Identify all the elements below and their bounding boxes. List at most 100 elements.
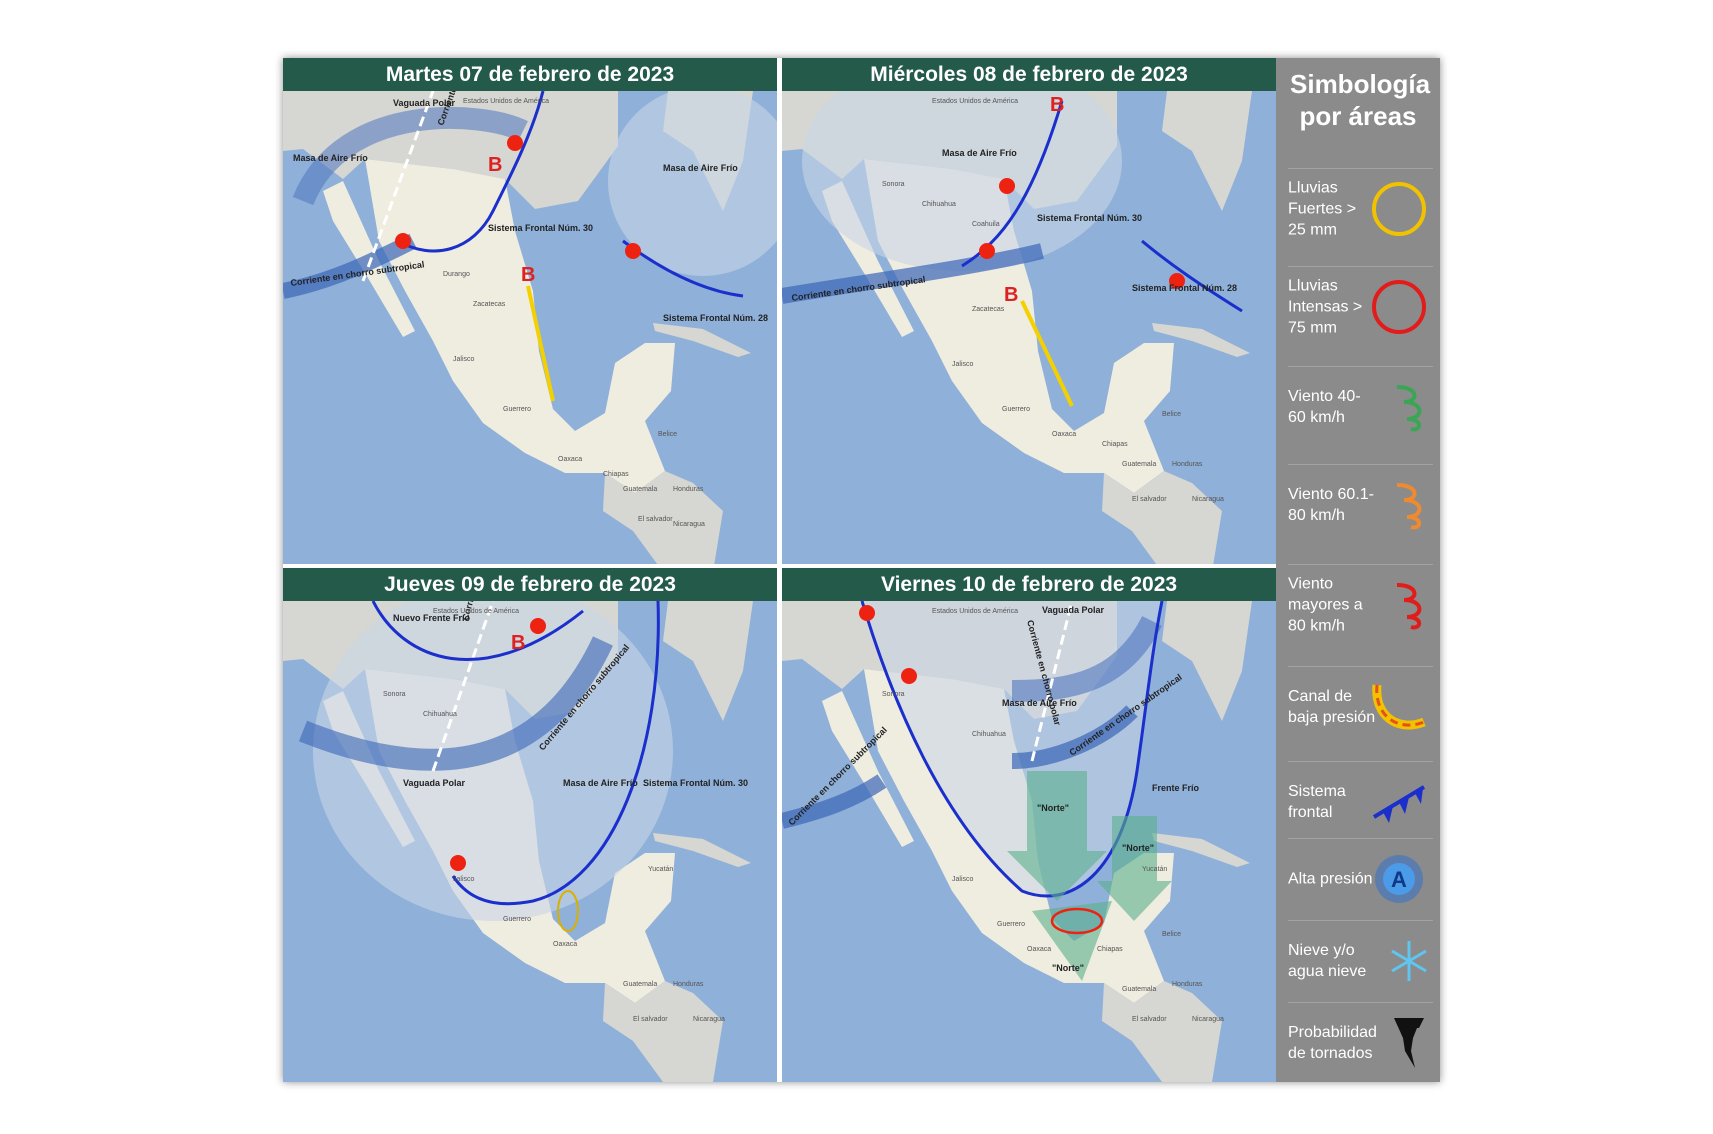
legend: Simbología por áreas Lluvias Fuertes > 2…	[1276, 58, 1440, 1082]
legend-icon	[1372, 182, 1426, 236]
map-label: Sonora	[383, 691, 406, 698]
legend-text: Viento 60.1-80 km/h	[1288, 486, 1374, 524]
map-shape	[361, 91, 435, 282]
map-label: Belice	[658, 431, 677, 438]
legend-icon	[1396, 483, 1422, 530]
panel-title: Viernes 10 de febrero de 2023	[782, 568, 1276, 601]
map-shape	[1396, 385, 1422, 432]
map-shape	[395, 233, 411, 249]
map-label: El salvador	[638, 516, 673, 523]
map-shape	[860, 601, 1164, 898]
panel-title: Jueves 09 de febrero de 2023	[283, 568, 777, 601]
map-shape	[1391, 941, 1427, 981]
map-label: Estados Unidos de América	[932, 608, 1018, 615]
legend-text: Viento 40-60 km/h	[1288, 388, 1361, 426]
map-shape	[625, 243, 641, 259]
map-label: Chihuahua	[922, 201, 956, 208]
map-shape	[1011, 705, 1138, 769]
map-shape	[1394, 1018, 1424, 1068]
map-label: Guerrero	[1002, 406, 1030, 413]
legend-item: Alta presión A	[1288, 838, 1433, 919]
map-label: Honduras	[1172, 981, 1203, 988]
map-shape	[802, 91, 1122, 271]
legend-item: Nieve y/o agua nieve	[1288, 920, 1433, 1001]
map-label: Nicaragua	[673, 521, 705, 528]
panel: Martes 07 de febrero de 2023 Vaguada Pol…	[283, 58, 777, 564]
map-label: B	[521, 264, 535, 286]
legend-icon	[1396, 583, 1422, 630]
map-label: Sonora	[882, 691, 905, 698]
map-label: Coahuila	[972, 221, 1000, 228]
map-label: B	[1050, 94, 1064, 116]
panel: Miércoles 08 de febrero de 2023 Masa de …	[782, 58, 1276, 564]
map-label: Sonora	[882, 181, 905, 188]
map-shape	[530, 618, 546, 634]
map-label: Chiapas	[1097, 946, 1123, 953]
legend-icon	[1394, 1018, 1424, 1068]
map-shape	[1383, 863, 1415, 895]
panel-title: Miércoles 08 de febrero de 2023	[782, 58, 1276, 91]
legend-item: Viento mayores a 80 km/h	[1288, 564, 1433, 645]
legend-item: Lluvias Intensas > 75 mm	[1288, 266, 1433, 347]
map-label: Guerrero	[997, 921, 1025, 928]
map-label: Honduras	[673, 486, 704, 493]
legend-text: Viento mayores a 80 km/h	[1288, 575, 1363, 635]
map-label: Vaguada Polar	[403, 778, 466, 788]
map-label: Sistema Frontal Núm. 30	[1037, 213, 1142, 223]
map-label: Jalisco	[453, 876, 475, 883]
map-label: Nuevo Frente Frío	[393, 613, 471, 623]
map-label: Masa de Aire Frío	[293, 153, 368, 163]
map-shape	[608, 91, 777, 276]
legend-icon: A	[1375, 855, 1423, 903]
map-shape	[1372, 280, 1426, 334]
map-label: B	[1004, 284, 1018, 306]
map-label: Masa de Aire Frío	[663, 163, 738, 173]
legend-icon	[1396, 385, 1422, 432]
map-shape	[1375, 684, 1425, 727]
map-label: Guatemala	[623, 981, 657, 988]
map-shape	[371, 601, 584, 661]
map-shape	[507, 135, 523, 151]
map-shape	[292, 107, 528, 206]
legend-title: Simbología por áreas	[1290, 69, 1431, 131]
legend-icon	[1372, 684, 1426, 730]
map-label: Chihuahua	[972, 731, 1006, 738]
map-label: Oaxaca	[553, 941, 577, 948]
map-shape	[1169, 273, 1185, 289]
panel: Viernes 10 de febrero de 2023 Vaguada Po…	[782, 568, 1276, 1082]
legend-icon	[1391, 941, 1427, 981]
map-shape	[782, 774, 887, 829]
map-shape	[1141, 239, 1243, 313]
map: Nuevo Frente Frío Corriente en chorro po…	[283, 601, 777, 1082]
map-label: Yucatán	[648, 866, 673, 873]
panel-title: Martes 07 de febrero de 2023	[283, 58, 777, 91]
legend-text: Nieve y/o agua nieve	[1288, 942, 1367, 980]
map-shape	[1020, 300, 1074, 407]
map-label: Jalisco	[952, 361, 974, 368]
map-label: Sistema Frontal Núm. 28	[663, 313, 768, 323]
map-label: Estados Unidos de América	[463, 98, 549, 105]
legend-text: Lluvias Intensas > 75 mm	[1288, 277, 1363, 337]
map-label: Guerrero	[503, 916, 531, 923]
map-label: Belice	[1162, 931, 1181, 938]
map-shape	[1391, 941, 1427, 981]
map-label: Estados Unidos de América	[932, 98, 1018, 105]
map-label: Guatemala	[1122, 986, 1156, 993]
map-label: Honduras	[673, 981, 704, 988]
map-shape	[298, 636, 613, 771]
map-label: Yucatán	[1142, 866, 1167, 873]
map-label: Estados Unidos de América	[433, 608, 519, 615]
map-label: Honduras	[1172, 461, 1203, 468]
map-label: Masa de Aire Frío	[1002, 698, 1077, 708]
map-label: Vaguada Polar	[1042, 605, 1105, 615]
map-label: Guerrero	[503, 406, 531, 413]
map-label: Chihuahua	[423, 711, 457, 718]
map-label: Jalisco	[453, 356, 475, 363]
map-shape	[1007, 771, 1107, 901]
legend-item: Sistema frontal	[1288, 761, 1433, 842]
map-shape	[1372, 182, 1426, 236]
map-label: Frente Frío	[1152, 783, 1200, 793]
map: Vaguada Polar Masa de Aire Frío Masa de …	[283, 91, 777, 564]
map-label: Sistema Frontal Núm. 28	[1132, 283, 1237, 293]
